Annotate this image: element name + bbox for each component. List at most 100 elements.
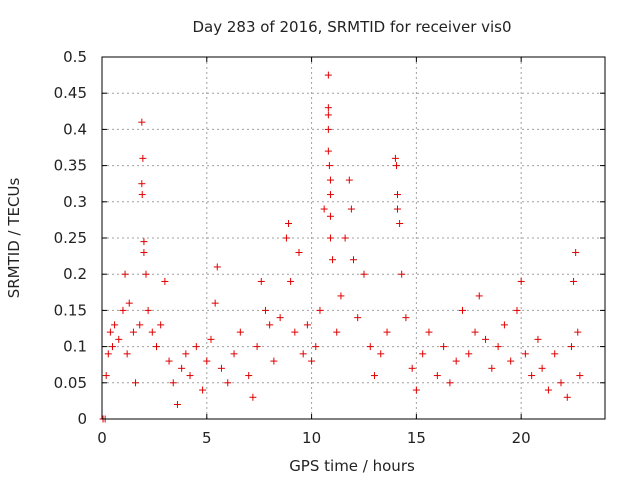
y-tick-label: 0.3 bbox=[63, 193, 87, 211]
data-point bbox=[312, 343, 320, 351]
y-tick-label: 0 bbox=[77, 410, 87, 428]
axis-ticks: 0 0.05 0.1 0.15 0.2 0.25 0.3 0.35 0.4 0.45 0.5 0 5 10… bbox=[54, 48, 605, 447]
data-point bbox=[570, 277, 578, 285]
data-point bbox=[494, 343, 502, 351]
data-point bbox=[104, 350, 112, 358]
data-points bbox=[99, 71, 584, 423]
data-point bbox=[333, 328, 341, 336]
data-point bbox=[350, 256, 357, 264]
data-point bbox=[119, 306, 127, 314]
data-point bbox=[132, 379, 140, 387]
x-tick-label: 20 bbox=[512, 429, 531, 447]
data-point bbox=[396, 220, 404, 228]
data-point bbox=[139, 154, 147, 162]
y-tick-label: 0.5 bbox=[63, 48, 87, 66]
y-tick-label: 0.35 bbox=[54, 157, 87, 175]
data-point bbox=[144, 306, 152, 314]
data-point bbox=[394, 191, 402, 199]
data-point bbox=[261, 306, 269, 314]
data-point bbox=[303, 321, 311, 329]
data-point bbox=[295, 248, 303, 256]
data-point bbox=[326, 212, 334, 220]
data-point bbox=[236, 328, 244, 336]
data-point bbox=[398, 270, 406, 278]
data-point bbox=[299, 350, 307, 358]
data-point bbox=[458, 306, 466, 314]
x-tick-label: 10 bbox=[302, 429, 321, 447]
data-point bbox=[173, 401, 181, 409]
y-axis-label: SRMTID / TECUs bbox=[5, 178, 23, 299]
data-point bbox=[138, 180, 146, 188]
data-point bbox=[324, 104, 332, 112]
data-point bbox=[287, 277, 295, 285]
data-point bbox=[142, 270, 150, 278]
data-point bbox=[412, 386, 420, 394]
data-point bbox=[500, 321, 508, 329]
data-point bbox=[341, 234, 349, 242]
data-point bbox=[192, 343, 200, 351]
data-point bbox=[102, 372, 110, 380]
data-point bbox=[551, 350, 559, 358]
data-point bbox=[345, 176, 353, 184]
data-point bbox=[507, 357, 515, 365]
data-point bbox=[465, 350, 473, 358]
data-point bbox=[488, 364, 496, 372]
data-point bbox=[213, 263, 221, 271]
data-point bbox=[129, 328, 137, 336]
data-point bbox=[266, 321, 274, 329]
data-point bbox=[534, 335, 542, 343]
x-tick-label: 0 bbox=[97, 429, 107, 447]
data-point bbox=[138, 118, 146, 126]
data-point bbox=[316, 306, 324, 314]
data-point bbox=[324, 125, 332, 133]
data-point bbox=[253, 343, 261, 351]
data-point bbox=[125, 299, 133, 307]
data-point bbox=[161, 277, 169, 285]
data-point bbox=[111, 321, 119, 329]
data-point bbox=[563, 393, 571, 401]
data-point bbox=[121, 270, 129, 278]
data-point bbox=[291, 328, 299, 336]
data-point bbox=[567, 343, 575, 351]
data-point bbox=[326, 176, 334, 184]
data-point bbox=[402, 314, 410, 322]
data-point bbox=[440, 343, 448, 351]
data-point bbox=[178, 364, 186, 372]
data-point bbox=[245, 372, 253, 380]
data-point bbox=[433, 372, 441, 380]
data-point bbox=[572, 248, 580, 256]
data-point bbox=[320, 205, 328, 213]
data-point bbox=[517, 277, 525, 285]
data-point bbox=[370, 372, 378, 380]
data-point bbox=[230, 350, 238, 358]
data-point bbox=[383, 328, 391, 336]
data-point bbox=[425, 328, 433, 336]
data-point bbox=[324, 147, 332, 155]
data-point bbox=[408, 364, 416, 372]
data-point bbox=[186, 372, 194, 380]
data-point bbox=[557, 379, 565, 387]
data-point bbox=[270, 357, 278, 365]
data-point bbox=[574, 328, 582, 336]
data-point bbox=[257, 277, 265, 285]
data-point bbox=[211, 299, 219, 307]
y-tick-label: 0.1 bbox=[63, 338, 87, 356]
y-tick-label: 0.45 bbox=[54, 84, 87, 102]
data-point bbox=[475, 292, 483, 300]
data-point bbox=[249, 393, 257, 401]
data-point bbox=[115, 335, 123, 343]
x-axis-label: GPS time / hours bbox=[289, 457, 415, 475]
data-point bbox=[471, 328, 479, 336]
data-point bbox=[325, 162, 333, 170]
data-point bbox=[136, 321, 144, 329]
y-tick-label: 0.4 bbox=[63, 120, 87, 138]
data-point bbox=[152, 343, 160, 351]
data-point bbox=[538, 364, 546, 372]
data-point bbox=[140, 248, 148, 256]
x-tick-label: 15 bbox=[407, 429, 426, 447]
data-point bbox=[377, 350, 385, 358]
data-point bbox=[366, 343, 374, 351]
data-point bbox=[394, 205, 402, 213]
data-point bbox=[521, 350, 529, 358]
data-point bbox=[217, 364, 225, 372]
